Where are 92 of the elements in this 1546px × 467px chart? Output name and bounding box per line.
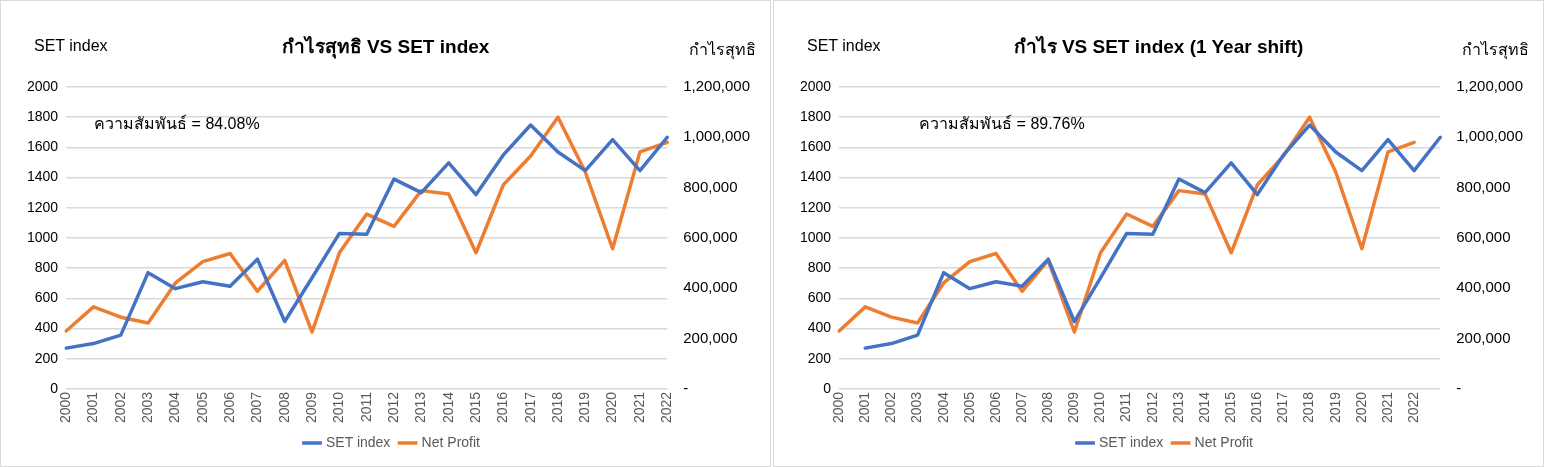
x-tick-label: 2013 [1169, 391, 1186, 424]
annotation: ความสัมพันธ์ = 89.76% [919, 114, 1085, 133]
x-tick-label: 2021 [630, 391, 647, 424]
x-tick-label: 2008 [1039, 391, 1056, 424]
y-tick-label: 600 [807, 289, 832, 306]
y-tick-label: 800 [807, 258, 832, 275]
y2-tick-label: 400,000 [1456, 278, 1511, 296]
y-axis-title: SET index [34, 37, 108, 55]
x-tick-label: 2010 [1091, 391, 1108, 424]
x-tick-label: 2018 [548, 391, 565, 424]
x-tick-label: 2015 [466, 391, 483, 424]
x-tick-label: 2014 [439, 391, 456, 424]
y2-tick-label: 1,000,000 [1456, 127, 1523, 145]
x-tick-label: 2020 [1352, 391, 1369, 424]
y-tick-label: 0 [50, 379, 59, 396]
x-tick-label: 2002 [882, 391, 899, 424]
y-tick-label: 1200 [26, 198, 59, 215]
y-axis-title: SET index [807, 37, 881, 55]
x-tick-label: 2003 [908, 391, 925, 424]
y2-axis-title: กำไรสุทธิ [689, 40, 756, 62]
chart-title: กำไรสุทธิ VS SET index [281, 36, 490, 57]
y-tick-label: 1000 [799, 228, 832, 245]
x-tick-label: 2011 [357, 391, 374, 422]
x-tick-label: 2022 [1404, 391, 1421, 424]
x-tick-label: 2005 [193, 391, 210, 424]
x-tick-label: 2001 [856, 391, 873, 424]
y2-tick-label: - [683, 379, 689, 396]
x-tick-label: 2015 [1222, 391, 1239, 424]
x-tick-label: 2006 [986, 391, 1003, 424]
x-tick-label: 2022 [658, 391, 675, 424]
x-tick-label: 2004 [934, 391, 951, 424]
x-tick-label: 2019 [1326, 391, 1343, 424]
x-tick-label: 2012 [1143, 391, 1160, 424]
x-tick-label: 2017 [521, 391, 538, 424]
y-tick-label: 1800 [799, 108, 832, 125]
y-tick-label: 2000 [799, 77, 832, 94]
legend-label: SET index [1099, 433, 1164, 450]
y-tick-label: 1000 [26, 228, 59, 245]
y-tick-label: 1400 [799, 168, 832, 185]
x-tick-label: 2011 [1117, 391, 1134, 422]
y-tick-label: 600 [34, 289, 59, 306]
y2-tick-label: 600,000 [1456, 228, 1511, 246]
y2-axis-title: กำไรสุทธิ [1462, 40, 1529, 62]
y-tick-label: 0 [823, 379, 832, 396]
x-tick-label: 2007 [248, 391, 265, 424]
y2-tick-label: 400,000 [683, 278, 738, 296]
y2-tick-label: 1,200,000 [1456, 77, 1523, 95]
y-tick-label: 800 [34, 258, 59, 275]
y2-tick-label: 200,000 [683, 328, 738, 346]
x-tick-label: 2001 [84, 391, 101, 424]
y2-tick-label: 1,000,000 [683, 127, 750, 145]
y-tick-label: 400 [34, 319, 59, 336]
y-tick-label: 400 [807, 319, 832, 336]
annotation: ความสัมพันธ์ = 84.08% [94, 114, 260, 133]
y-tick-label: 200 [34, 349, 59, 366]
x-tick-label: 2003 [138, 391, 155, 424]
x-tick-label: 2016 [1248, 391, 1265, 424]
y2-tick-label: 1,200,000 [683, 77, 750, 95]
x-tick-label: 2016 [494, 391, 511, 424]
x-tick-label: 2019 [576, 391, 593, 424]
x-tick-label: 2006 [220, 391, 237, 424]
x-tick-label: 2005 [960, 391, 977, 424]
y-tick-label: 1200 [799, 198, 832, 215]
x-tick-label: 2002 [111, 391, 128, 424]
x-tick-label: 2018 [1300, 391, 1317, 424]
y2-tick-label: - [1456, 379, 1462, 396]
x-tick-label: 2013 [412, 391, 429, 424]
x-tick-label: 2014 [1195, 391, 1212, 424]
y-tick-label: 2000 [26, 77, 59, 94]
x-tick-label: 2017 [1274, 391, 1291, 424]
x-tick-label: 2012 [384, 391, 401, 424]
legend-label: SET index [326, 433, 391, 450]
y2-tick-label: 600,000 [683, 228, 738, 246]
x-tick-label: 2020 [603, 391, 620, 424]
y-tick-label: 200 [807, 349, 832, 366]
x-tick-label: 2008 [275, 391, 292, 424]
x-tick-label: 2009 [302, 391, 319, 424]
y-tick-label: 1800 [26, 108, 59, 125]
x-tick-label: 2004 [166, 391, 183, 424]
y2-tick-label: 200,000 [1456, 328, 1511, 346]
y2-tick-label: 800,000 [1456, 177, 1511, 195]
legend-label: Net Profit [421, 433, 481, 450]
x-tick-label: 2010 [330, 391, 347, 424]
x-tick-label: 2021 [1378, 391, 1395, 424]
y-tick-label: 1600 [26, 138, 59, 155]
legend-label: Net Profit [1194, 433, 1254, 450]
chart-title: กำไร VS SET index (1 Year shift) [1013, 36, 1304, 57]
x-tick-label: 2007 [1012, 391, 1029, 424]
y-tick-label: 1600 [799, 138, 832, 155]
x-tick-label: 2009 [1065, 391, 1082, 424]
y-tick-label: 1400 [26, 168, 59, 185]
y2-tick-label: 800,000 [683, 177, 738, 195]
